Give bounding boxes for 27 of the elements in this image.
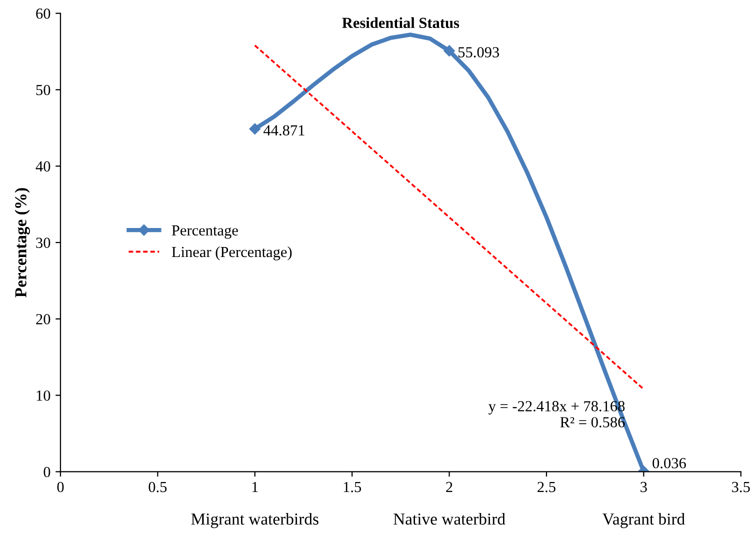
legend-label: Percentage — [172, 225, 238, 239]
x-tick-label: 2 — [446, 482, 452, 492]
text: Vagrant bird — [602, 512, 685, 528]
y-tick-label: 30 — [36, 238, 50, 248]
text: Migrant waterbirds — [191, 512, 318, 528]
x-tick-label: 2.5 — [538, 482, 556, 492]
x-tick-label: 1.5 — [344, 482, 362, 492]
x-tick-label: 3 — [640, 482, 647, 492]
y-tick-label: 20 — [36, 314, 50, 324]
legend-label: Linear (Percentage) — [172, 246, 292, 260]
data-label: 44.871 — [264, 125, 304, 136]
point — [444, 45, 455, 56]
x-tick-label: 0 — [57, 482, 64, 492]
y-axis-title: Percentage (%) — [14, 188, 30, 298]
y-tick-label: 50 — [36, 84, 50, 96]
data-label: 55.093 — [458, 47, 500, 58]
y-tick-label: 60 — [36, 8, 50, 19]
data-label: 0.036 — [652, 458, 686, 468]
y-tick-label: 40 — [36, 161, 50, 172]
x-tick-label: 3.5 — [732, 482, 750, 492]
chart-title: Residential Status — [342, 17, 460, 28]
x-tick-label: 0.5 — [148, 482, 167, 492]
text: Native waterbird — [394, 512, 506, 525]
y-tick-label: 0 — [44, 466, 50, 478]
y-tick-label: 10 — [36, 390, 50, 401]
point — [249, 123, 260, 135]
x-tick-label: 1 — [252, 482, 258, 492]
